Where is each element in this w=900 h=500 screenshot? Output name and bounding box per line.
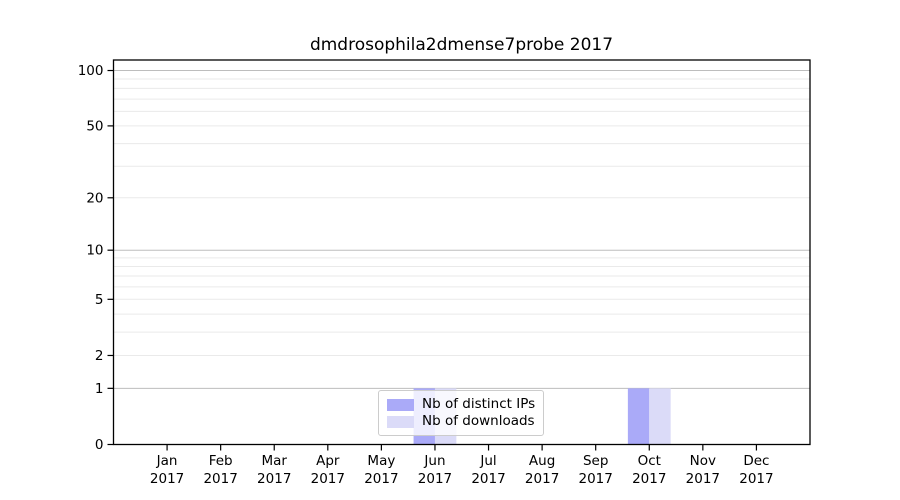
bar-oct-distinct-ips — [627, 388, 650, 445]
x-tick-label-year: 2017 — [203, 471, 237, 487]
x-tick-label-year: 2017 — [311, 471, 345, 487]
legend-swatch-downloads — [387, 415, 414, 428]
x-tick-label-month: Nov — [690, 453, 716, 469]
x-tick-label-year: 2017 — [471, 471, 505, 487]
y-tick-label: 20 — [86, 190, 103, 206]
x-tick-label-year: 2017 — [364, 471, 398, 487]
x-tick-label-year: 2017 — [739, 471, 773, 487]
x-axis-group: Jan 2017 Feb 2017 Mar 2017 Apr 2017 May 2017 Jun 20… — [150, 444, 774, 487]
y-tick-label: 10 — [86, 243, 103, 259]
y-tick-label: 1 — [95, 381, 104, 397]
x-tick-label-month: Feb — [209, 453, 233, 469]
x-tick-label-month: Mar — [261, 453, 287, 469]
minor-gridlines-group — [113, 78, 810, 356]
x-tick-label-year: 2017 — [686, 471, 720, 487]
y-axis-group: 0 1 2 5 10 20 50 100 — [78, 63, 114, 453]
x-tick-label-month: Jan — [156, 453, 178, 469]
y-tick-label: 100 — [78, 63, 104, 79]
x-tick-label-year: 2017 — [632, 471, 666, 487]
x-tick-label-year: 2017 — [525, 471, 559, 487]
x-tick-label-month: Dec — [743, 453, 769, 469]
x-tick-label-year: 2017 — [257, 471, 291, 487]
bar-oct-downloads — [649, 388, 671, 445]
legend-label-downloads: Nb of downloads — [422, 413, 535, 429]
y-tick-label: 5 — [95, 292, 104, 308]
y-tick-label: 2 — [95, 348, 104, 364]
x-tick-label-year: 2017 — [150, 471, 184, 487]
chart-title: dmdrosophila2dmense7probe 2017 — [309, 35, 614, 55]
x-tick-label-month: Sep — [583, 453, 608, 469]
x-tick-label-month: Aug — [529, 453, 555, 469]
x-tick-label-month: May — [367, 453, 395, 469]
x-tick-label-month: Jul — [479, 453, 496, 469]
legend-swatch-distinct-ips — [387, 398, 414, 411]
x-tick-label-month: Jun — [423, 453, 445, 469]
x-tick-label-year: 2017 — [579, 471, 613, 487]
y-tick-label: 0 — [95, 437, 104, 453]
legend-item-distinct-ips: Nb of distinct IPs — [387, 396, 535, 413]
major-gridlines-group — [113, 70, 810, 389]
legend: Nb of distinct IPs Nb of downloads — [378, 390, 544, 436]
x-tick-label-month: Oct — [638, 453, 661, 469]
legend-item-downloads: Nb of downloads — [387, 413, 535, 430]
x-tick-label-year: 2017 — [418, 471, 452, 487]
y-tick-label: 50 — [86, 118, 103, 134]
x-tick-label-month: Apr — [316, 453, 340, 469]
legend-label-distinct-ips: Nb of distinct IPs — [422, 396, 536, 412]
plot-border — [112, 59, 811, 446]
